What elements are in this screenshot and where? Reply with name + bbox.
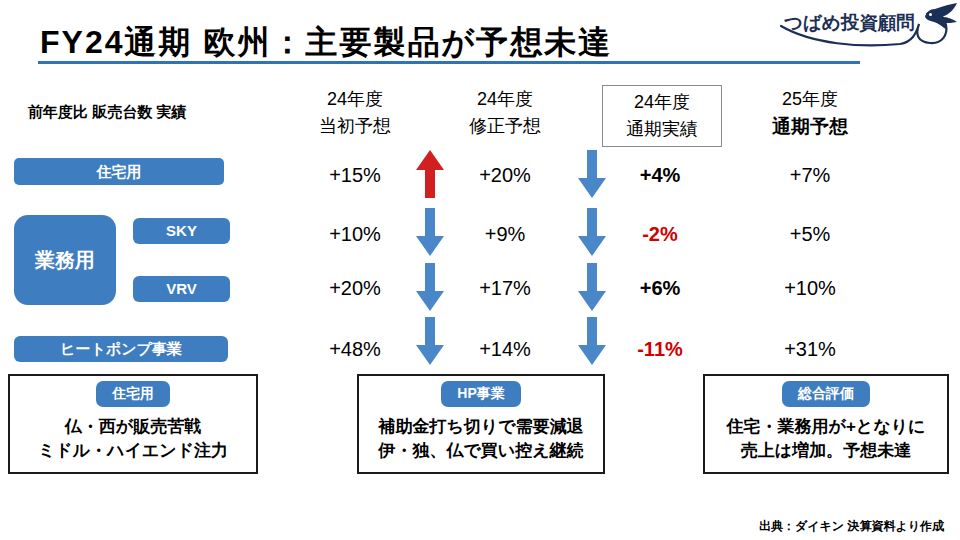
column-header-fy25-forecast: 25年度 通期予想 xyxy=(735,86,885,142)
note-line: ミドル・ハイエンド注力 xyxy=(10,439,256,463)
column-header-actual: 24年度 通期実績 xyxy=(602,85,722,147)
note-line: 補助金打ち切りで需要減退 xyxy=(359,415,603,439)
value-heat-pump-revised: +14% xyxy=(445,338,565,361)
down-arrow-icon xyxy=(416,208,444,256)
value-vrv-fy25: +10% xyxy=(750,277,870,300)
value-sky-initial: +10% xyxy=(295,223,415,246)
value-vrv-actual: +6% xyxy=(600,277,720,300)
title-underline xyxy=(38,61,860,64)
value-heat-pump-actual: -11% xyxy=(600,338,720,361)
note-line: 伊・独、仏で買い控え継続 xyxy=(359,439,603,463)
product-commercial: 業務用 xyxy=(14,215,116,305)
value-residential-actual: +4% xyxy=(600,164,720,187)
product-residential: 住宅用 xyxy=(14,158,224,185)
page-title: FY24通期 欧州：主要製品が予想未達 xyxy=(40,21,612,65)
metric-label: 前年度比 販売台数 実績 xyxy=(28,103,186,122)
product-heat-pump: ヒートポンプ事業 xyxy=(14,336,228,362)
source-note: 出典：ダイキン 決算資料より作成 xyxy=(0,518,944,535)
product-vrv: VRV xyxy=(133,276,230,302)
note-box-residential: 住宅用 仏・西が販売苦戦 ミドル・ハイエンド注力 xyxy=(8,374,258,474)
value-sky-fy25: +5% xyxy=(750,223,870,246)
value-residential-initial: +15% xyxy=(295,164,415,187)
down-arrow-icon xyxy=(416,317,444,365)
value-residential-fy25: +7% xyxy=(750,164,870,187)
logo-text: つばめ投資顧問 xyxy=(784,10,915,35)
note-line: 住宅・業務用が+となりに xyxy=(705,415,947,439)
logo: つばめ投資顧問 xyxy=(740,2,960,56)
slide: FY24通期 欧州：主要製品が予想未達 つばめ投資顧問 前年度比 販売台数 実績… xyxy=(0,0,960,540)
column-header-initial-forecast: 24年度 当初予想 xyxy=(280,86,430,140)
note-line: 仏・西が販売苦戦 xyxy=(10,415,256,439)
product-sky: SKY xyxy=(133,218,230,244)
note-box-hp-business: HP事業 補助金打ち切りで需要減退 伊・独、仏で買い控え継続 xyxy=(357,374,605,474)
down-arrow-icon xyxy=(416,263,444,311)
note-badge: 総合評価 xyxy=(782,381,870,407)
value-vrv-initial: +20% xyxy=(295,277,415,300)
note-badge: 住宅用 xyxy=(96,381,170,407)
value-residential-revised: +20% xyxy=(445,164,565,187)
note-box-overall: 総合評価 住宅・業務用が+となりに 売上は増加。予想未達 xyxy=(703,374,949,474)
note-badge: HP事業 xyxy=(441,381,520,407)
value-heat-pump-initial: +48% xyxy=(295,338,415,361)
value-sky-revised: +9% xyxy=(445,223,565,246)
value-sky-actual: -2% xyxy=(600,223,720,246)
note-line: 売上は増加。予想未達 xyxy=(705,439,947,463)
column-header-revised-forecast: 24年度 修正予想 xyxy=(430,86,580,140)
value-vrv-revised: +17% xyxy=(445,277,565,300)
value-heat-pump-fy25: +31% xyxy=(750,338,870,361)
up-arrow-icon xyxy=(416,150,444,198)
